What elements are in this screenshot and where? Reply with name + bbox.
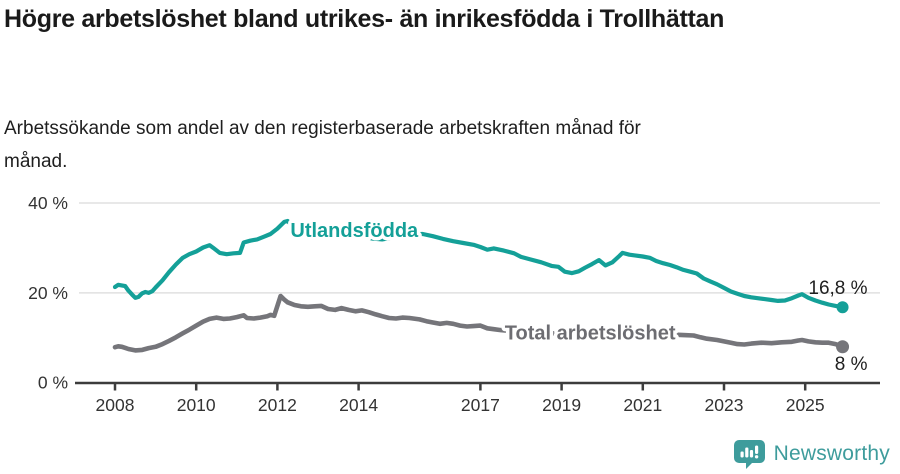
x-axis-label-2019: 2019	[542, 395, 581, 415]
x-axis-label-2025: 2025	[786, 395, 825, 415]
exclamation-dot	[754, 455, 758, 459]
x-axis-label-2008: 2008	[96, 395, 135, 415]
speech-bubble-shape	[733, 440, 765, 469]
footer-brand: Newsworthy	[733, 439, 890, 469]
y-axis-label-20: 20 %	[28, 283, 68, 303]
newsworthy-logo-text: Newsworthy	[773, 442, 890, 465]
bar-chart-glyph	[740, 445, 758, 459]
series-label-total: Total arbetslöshet	[505, 323, 676, 345]
series-line-total	[112, 293, 845, 353]
y-axis-label-0: 0 %	[38, 373, 68, 393]
chart-subtitle: Arbetssökande som andel av den registerb…	[4, 118, 641, 172]
x-axis-label-2012: 2012	[258, 395, 297, 415]
chart-title: Högre arbetslöshet bland utrikes- än inr…	[4, 5, 725, 33]
end-value-label-utlandsfodda: 16,8 %	[808, 278, 867, 299]
newsworthy-logo-icon	[733, 440, 765, 469]
x-axis-label-2023: 2023	[705, 395, 744, 415]
x-axis-label-2021: 2021	[623, 395, 662, 415]
end-dot-utlandsfodda	[836, 301, 849, 314]
end-dot-total	[836, 340, 850, 354]
end-value-label-total: 8 %	[835, 354, 868, 375]
exclamation-bar	[754, 445, 758, 454]
x-axis-label-2017: 2017	[461, 395, 500, 415]
series-label-utlandsfodda: Utlandsfödda	[290, 220, 419, 242]
series-line-utlandsfodda	[112, 218, 845, 310]
y-axis-label-40: 40 %	[28, 193, 68, 213]
x-axis-label-2014: 2014	[339, 395, 378, 415]
x-axis-label-2010: 2010	[177, 395, 216, 415]
